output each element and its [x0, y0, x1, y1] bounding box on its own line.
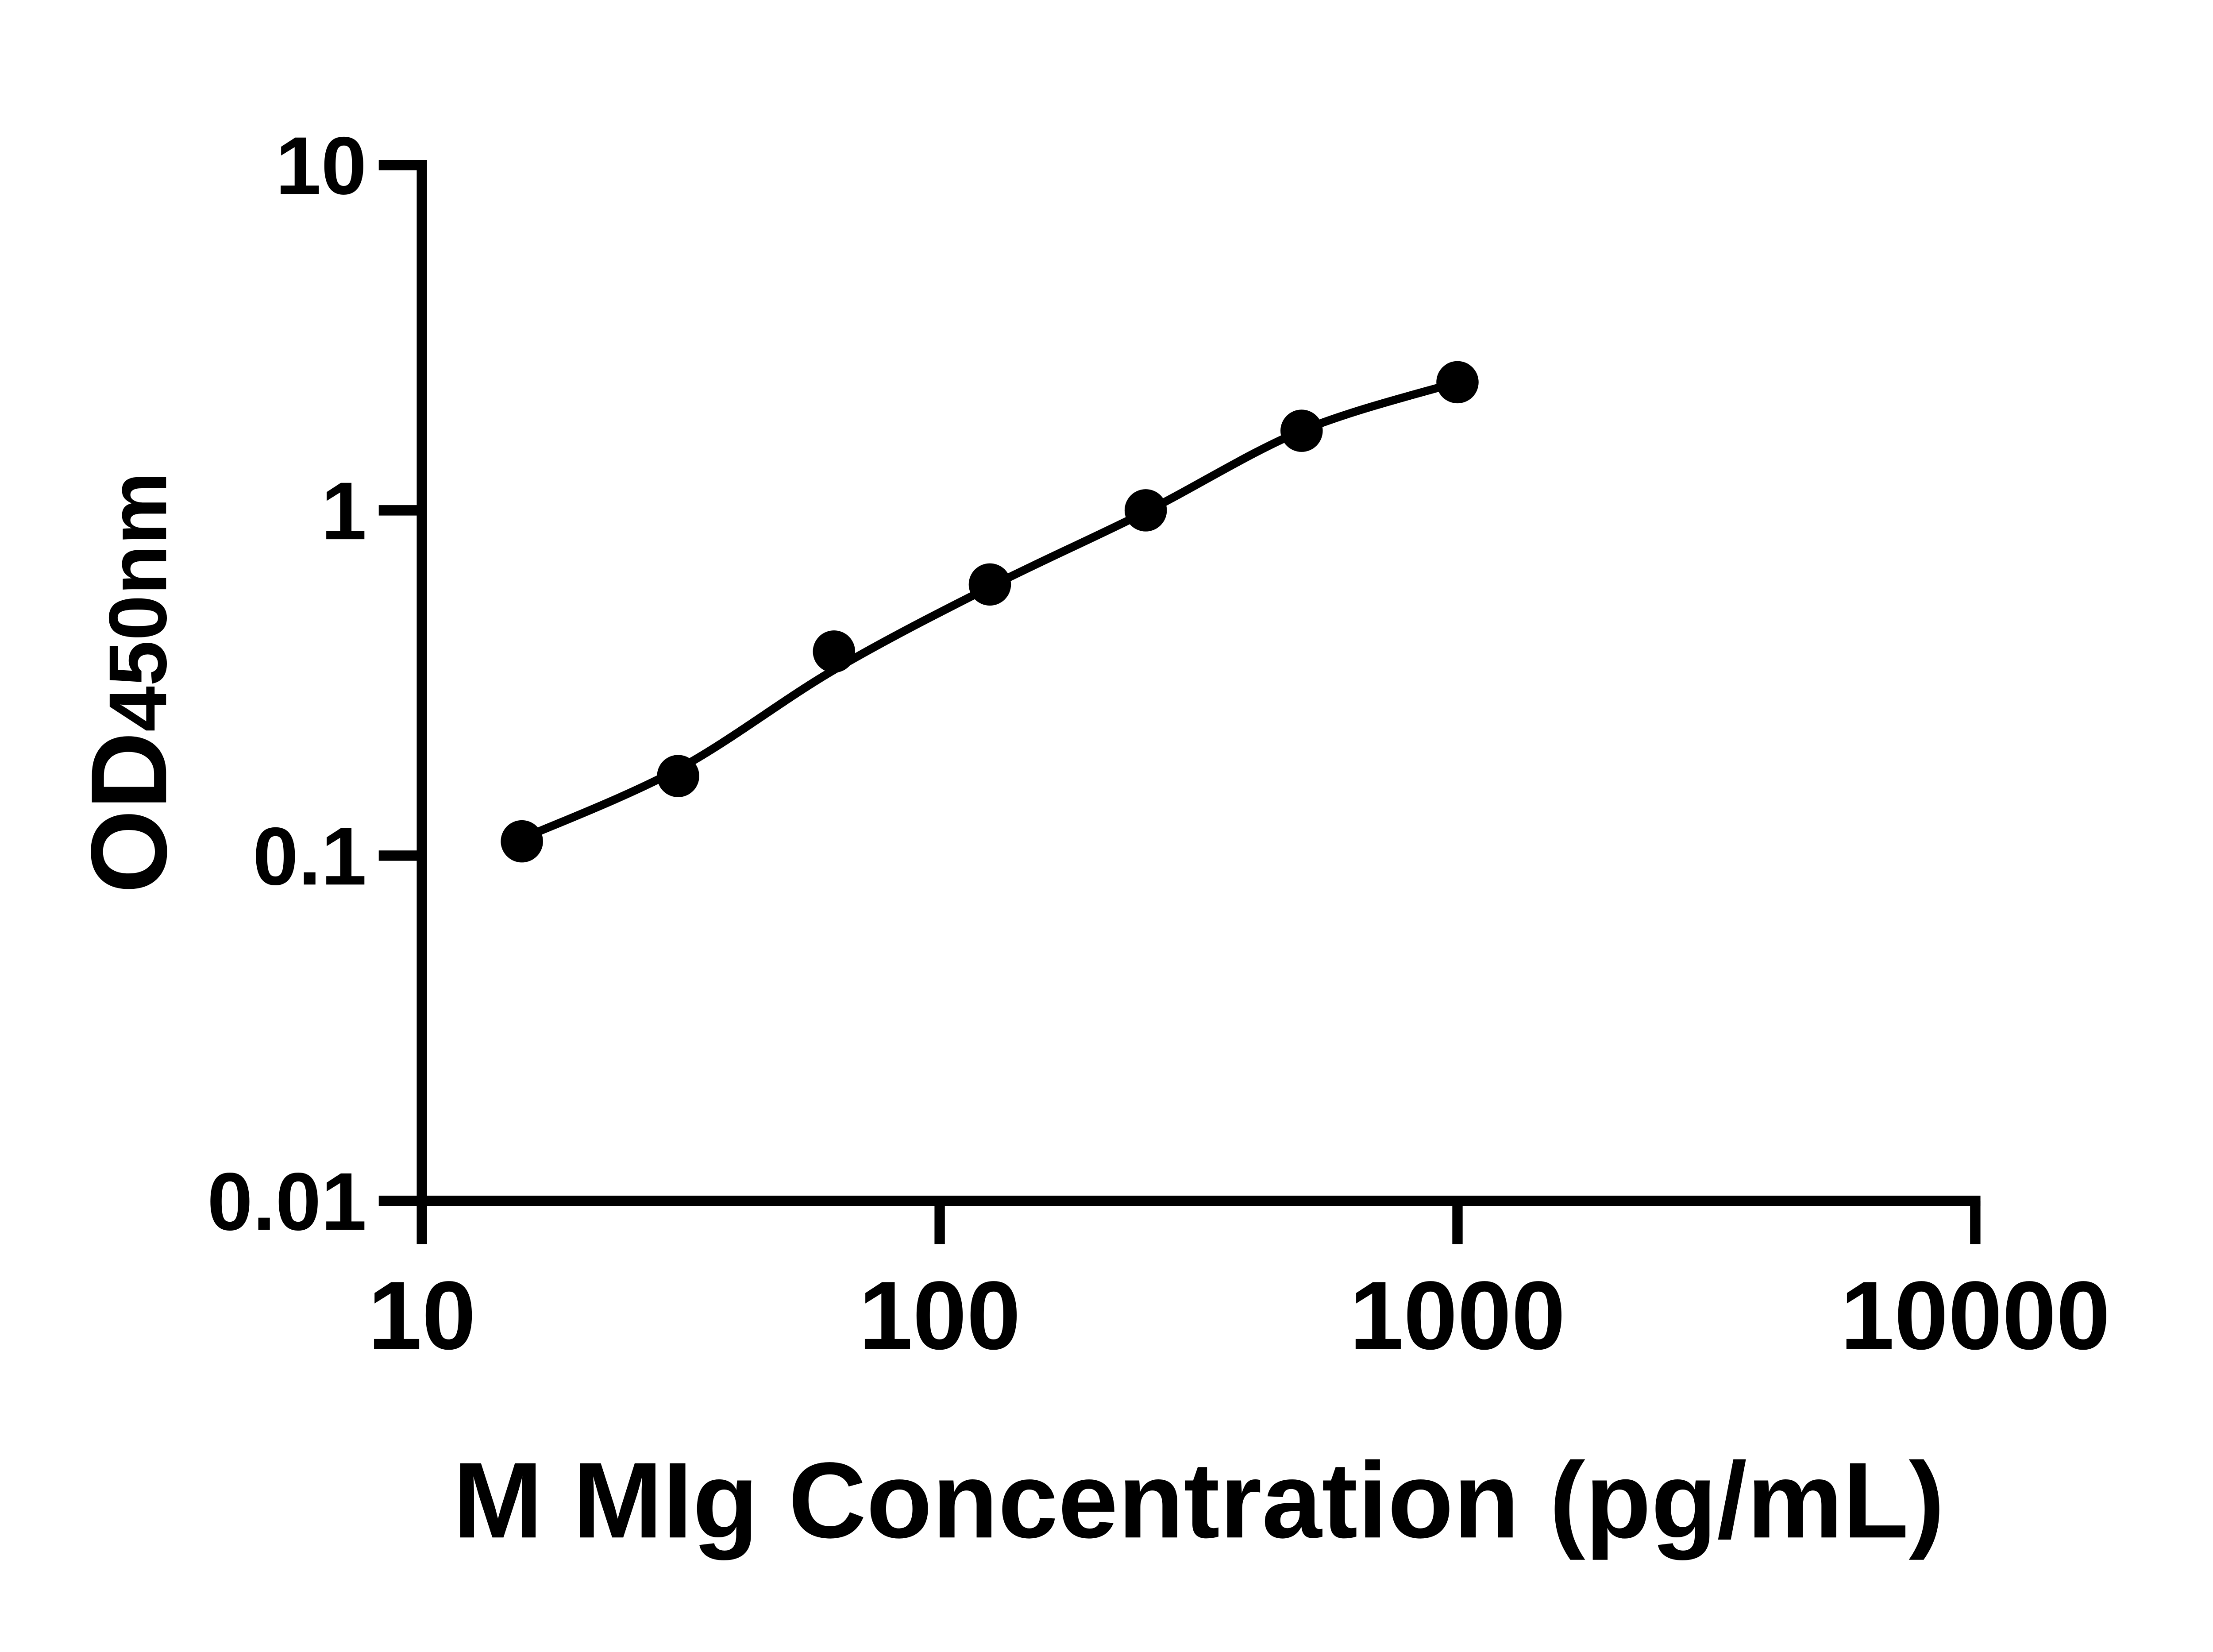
x-axis-title: M MIg Concentration (pg/mL) [453, 1440, 1944, 1560]
y-axis-title-base: OD [68, 732, 189, 893]
y-tick-label: 10 [275, 120, 366, 212]
x-tick-label: 1000 [1349, 1261, 1565, 1370]
y-axis-title: OD450nm [68, 472, 189, 893]
y-tick-label: 1 [321, 465, 366, 557]
x-tick-label: 100 [859, 1261, 1021, 1370]
y-axis-title-subscript: 450nm [92, 472, 184, 732]
data-point [1280, 409, 1323, 452]
data-point [657, 755, 699, 797]
data-point [501, 820, 543, 863]
data-point [1124, 489, 1167, 532]
data-point [968, 563, 1011, 606]
x-tick-label: 10 [368, 1261, 476, 1370]
axes-line [416, 160, 1981, 1206]
y-tick-label: 0.1 [253, 811, 366, 902]
data-point [1436, 361, 1479, 404]
y-tick-label: 0.01 [207, 1156, 366, 1247]
data-point [813, 630, 856, 673]
x-tick-label: 10000 [1840, 1261, 2110, 1370]
